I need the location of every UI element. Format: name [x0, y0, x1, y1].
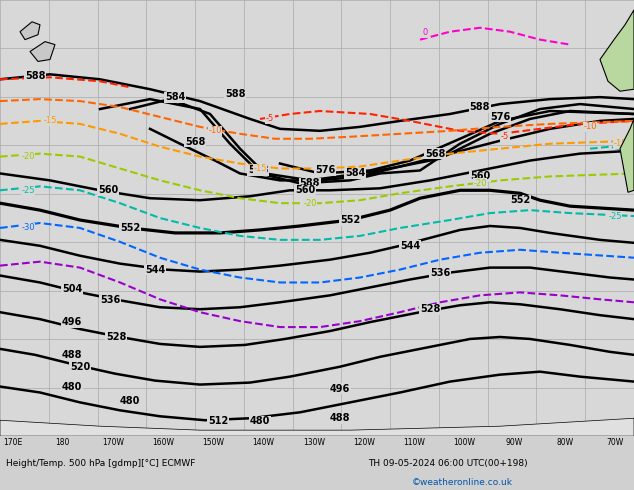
Text: -15: -15: [613, 139, 627, 148]
Text: -5: -5: [501, 132, 509, 141]
Text: 110W: 110W: [403, 438, 425, 447]
Text: 588: 588: [25, 72, 45, 81]
Polygon shape: [600, 10, 634, 91]
Text: 120W: 120W: [353, 438, 375, 447]
Text: 588: 588: [300, 178, 320, 188]
Text: -25: -25: [22, 186, 35, 195]
Text: 100W: 100W: [453, 438, 476, 447]
Text: 170W: 170W: [102, 438, 124, 447]
Text: 568: 568: [248, 166, 268, 175]
Text: 568: 568: [425, 148, 445, 159]
Text: -20: -20: [22, 152, 35, 161]
Text: 588: 588: [470, 102, 490, 112]
Polygon shape: [20, 22, 40, 40]
Text: 528: 528: [420, 304, 440, 314]
Text: 512: 512: [208, 416, 228, 426]
Text: 536: 536: [100, 295, 120, 305]
Text: -10: -10: [583, 122, 597, 131]
Text: 576: 576: [315, 166, 335, 175]
Text: 560: 560: [470, 172, 490, 181]
Text: -10: -10: [208, 126, 222, 135]
Text: 520: 520: [70, 362, 90, 372]
Text: 70W: 70W: [606, 438, 624, 447]
Text: 90W: 90W: [506, 438, 523, 447]
Text: 150W: 150W: [202, 438, 224, 447]
Text: ©weatheronline.co.uk: ©weatheronline.co.uk: [412, 478, 513, 487]
Text: -15: -15: [43, 117, 57, 125]
Text: 504: 504: [62, 284, 82, 294]
Text: 488: 488: [330, 413, 350, 423]
Text: 552: 552: [510, 195, 530, 205]
Polygon shape: [0, 418, 634, 436]
Text: 588: 588: [224, 89, 245, 99]
Text: -15: -15: [253, 164, 267, 173]
Text: 536: 536: [430, 268, 450, 277]
Text: 584: 584: [165, 92, 185, 102]
Text: 480: 480: [61, 382, 82, 392]
Text: 488: 488: [61, 350, 82, 360]
Text: -30: -30: [21, 223, 35, 232]
Polygon shape: [30, 42, 55, 61]
Text: TH 09-05-2024 06:00 UTC(00+198): TH 09-05-2024 06:00 UTC(00+198): [368, 459, 527, 467]
Text: 560: 560: [295, 185, 315, 196]
Text: 552: 552: [120, 223, 140, 233]
Text: 80W: 80W: [556, 438, 573, 447]
Text: Height/Temp. 500 hPa [gdmp][°C] ECMWF: Height/Temp. 500 hPa [gdmp][°C] ECMWF: [6, 459, 196, 467]
Text: 480: 480: [250, 416, 270, 426]
Text: 528: 528: [106, 332, 126, 342]
Text: 496: 496: [62, 317, 82, 327]
Text: -5: -5: [266, 115, 274, 123]
Text: 496: 496: [330, 384, 350, 393]
Text: 560: 560: [98, 185, 118, 196]
Text: 140W: 140W: [252, 438, 275, 447]
Text: 160W: 160W: [152, 438, 174, 447]
Text: 544: 544: [145, 265, 165, 274]
Text: 512: 512: [208, 416, 228, 426]
Text: 480: 480: [120, 396, 140, 406]
Text: 130W: 130W: [303, 438, 325, 447]
Text: 568: 568: [185, 137, 205, 147]
Text: 552: 552: [340, 215, 360, 225]
Text: 576: 576: [490, 112, 510, 122]
Polygon shape: [620, 119, 634, 192]
Text: 180: 180: [56, 438, 70, 447]
Text: -20: -20: [303, 198, 317, 208]
Text: 584: 584: [345, 169, 365, 178]
Text: 0: 0: [422, 28, 427, 37]
Text: -25: -25: [608, 212, 622, 220]
Text: 170E: 170E: [3, 438, 22, 447]
Text: -20: -20: [473, 179, 487, 188]
Text: 544: 544: [400, 241, 420, 251]
